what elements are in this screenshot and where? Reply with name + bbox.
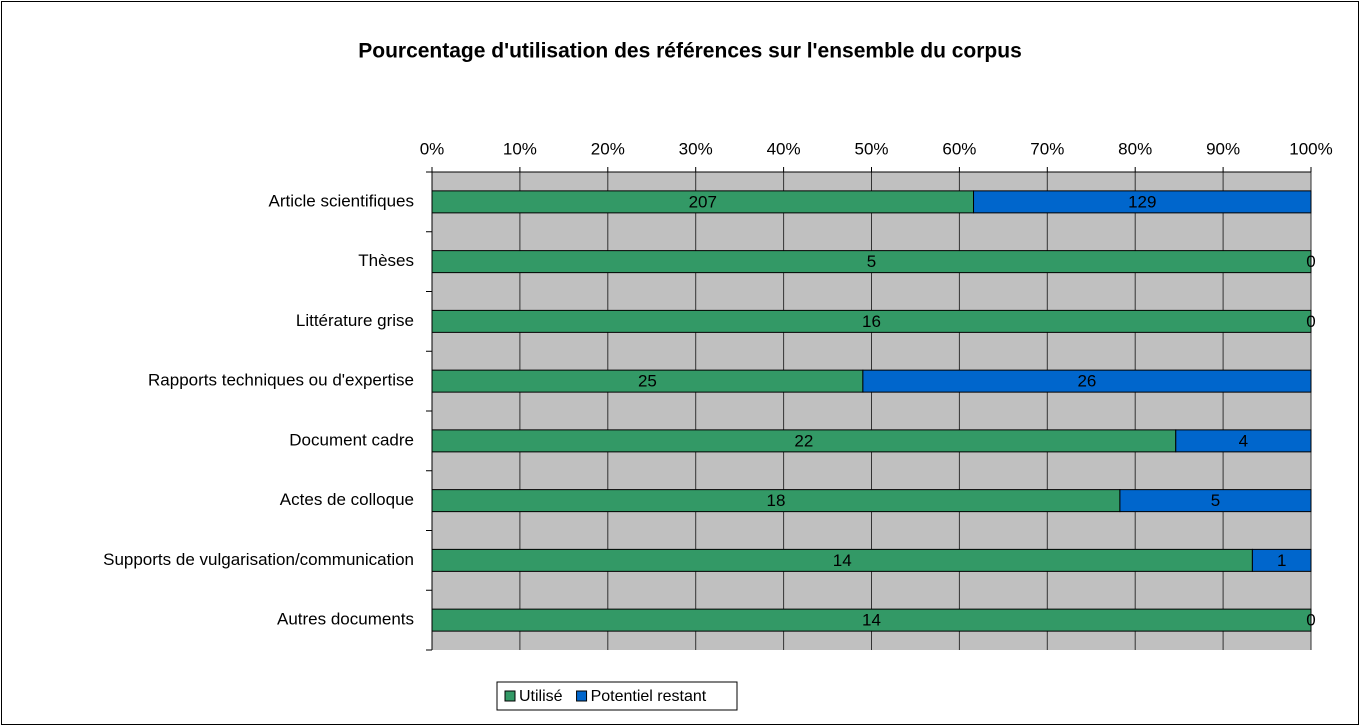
legend-label: Utilisé <box>519 688 563 705</box>
data-label: 4 <box>1239 431 1248 450</box>
x-tick-label: 90% <box>1206 139 1240 158</box>
data-label: 1 <box>1277 551 1286 570</box>
bar-segment <box>431 250 1312 274</box>
bar-segment <box>431 608 1312 632</box>
data-label: 14 <box>862 611 881 630</box>
legend-box <box>496 681 738 711</box>
data-label: 14 <box>833 551 852 570</box>
x-tick-label: 40% <box>767 139 801 158</box>
bar-segment <box>862 369 1312 393</box>
data-label: 26 <box>1077 372 1096 391</box>
y-tick-label: Document cadre <box>289 430 414 449</box>
x-tick-label: 60% <box>942 139 976 158</box>
data-label: 22 <box>794 431 813 450</box>
x-tick-label: 0% <box>420 139 445 158</box>
x-tick-label: 70% <box>1030 139 1064 158</box>
bar-segment <box>431 309 1312 333</box>
legend-swatch <box>576 690 588 702</box>
bar-segment <box>1251 548 1312 572</box>
legend-label: Potentiel restant <box>591 688 707 705</box>
x-tick-label: 100% <box>1289 139 1332 158</box>
data-label: 0 <box>1306 312 1315 331</box>
bar-segment <box>1175 429 1312 453</box>
data-label: 0 <box>1306 611 1315 630</box>
data-label: 25 <box>638 372 657 391</box>
x-tick-label: 50% <box>854 139 888 158</box>
data-label: 5 <box>1211 491 1220 510</box>
data-label: 16 <box>862 312 881 331</box>
data-label: 207 <box>689 192 717 211</box>
x-tick-label: 80% <box>1118 139 1152 158</box>
y-tick-label: Autres documents <box>277 610 414 629</box>
x-tick-label: 10% <box>503 139 537 158</box>
y-tick-label: Article scientifiques <box>268 191 414 210</box>
bar-segment <box>973 190 1312 214</box>
data-label: 0 <box>1306 252 1315 271</box>
y-tick-label: Littérature grise <box>296 311 414 330</box>
x-tick-label: 20% <box>591 139 625 158</box>
y-tick-label: Rapports techniques ou d'expertise <box>148 371 414 390</box>
data-label: 18 <box>766 491 785 510</box>
x-tick-label: 30% <box>679 139 713 158</box>
bar-segment <box>1119 489 1312 513</box>
data-label: 129 <box>1128 192 1156 211</box>
y-tick-label: Thèses <box>358 251 414 270</box>
data-label: 5 <box>867 252 876 271</box>
y-tick-label: Supports de vulgarisation/communication <box>103 550 414 569</box>
chart-title: Pourcentage d'utilisation des références… <box>358 40 1022 63</box>
y-tick-label: Actes de colloque <box>280 490 414 509</box>
legend-swatch <box>504 690 516 702</box>
